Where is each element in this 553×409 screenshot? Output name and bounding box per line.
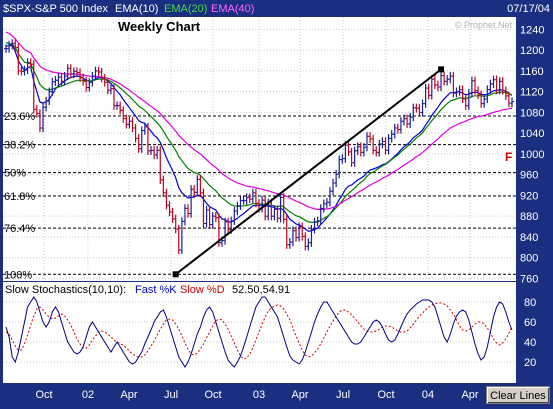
- price-tick-label: 1160: [520, 66, 544, 78]
- x-axis: Oct 02 Apr Jul Oct 03 Apr Jul Oct 04 Apr: [35, 389, 478, 401]
- ema-line-40: [5, 31, 513, 210]
- fast-k-legend: Fast %K: [135, 284, 177, 296]
- fib-label: 23.6%: [4, 111, 35, 123]
- x-tick-label: Jul: [336, 389, 350, 401]
- ema20-legend: EMA(20): [164, 3, 207, 15]
- stoch-tick-label: 60: [524, 317, 536, 329]
- trendline-end-handle[interactable]: [438, 66, 445, 73]
- x-tick-label: Oct: [377, 389, 394, 401]
- price-tick-label: 1000: [520, 149, 544, 161]
- trendline: [172, 66, 445, 278]
- stoch-panel: [3, 281, 516, 383]
- price-tick-label: 960: [520, 170, 538, 182]
- price-tick-label: 840: [520, 232, 538, 244]
- price-bars: [4, 39, 514, 255]
- x-tick-label: 02: [82, 389, 94, 401]
- fib-labels: 23.6% 38.2% 50% 61.8% 76.4% 100%: [4, 111, 35, 281]
- fib-label: 61.8%: [4, 191, 35, 203]
- x-tick-label: 04: [422, 389, 434, 401]
- price-y-axis: 760 800 840 880 920 960 1000 1040 1080 1120 1160 12…: [520, 24, 544, 285]
- price-tick-label: 800: [520, 253, 538, 265]
- price-tick-label: 1120: [520, 87, 544, 99]
- stoch-y-axis: 20 40 60 80: [524, 297, 536, 369]
- x-tick-label: Apr: [120, 389, 137, 401]
- fast-k-line: [5, 296, 513, 368]
- price-tick-label: 1240: [520, 24, 544, 36]
- price-tick-label: 920: [520, 190, 538, 202]
- x-tick-label: Jul: [164, 389, 178, 401]
- watermark: © Prophet.Net: [455, 20, 513, 30]
- price-tick-label: 1040: [520, 128, 544, 140]
- price-tick-label: 1200: [520, 45, 544, 57]
- ema10-legend: EMA(10): [115, 3, 158, 15]
- x-tick-label: Apr: [291, 389, 308, 401]
- chart-title: Weekly Chart: [118, 19, 201, 34]
- clear-lines-button[interactable]: Clear Lines: [486, 386, 550, 404]
- symbol-label: $SPX-S&P 500 Index: [3, 3, 108, 15]
- slow-d-legend: Slow %D: [180, 284, 225, 296]
- stoch-tick-label: 20: [524, 357, 536, 369]
- stoch-readout: 52.50,54.91: [232, 284, 290, 296]
- annotation-f: F: [505, 150, 512, 164]
- x-tick-label: 03: [253, 389, 265, 401]
- stoch-tick-label: 40: [524, 337, 536, 349]
- header-bar: [0, 0, 553, 16]
- x-tick-label: Apr: [461, 389, 478, 401]
- trendline-segment[interactable]: [175, 68, 442, 276]
- fib-label: 100%: [4, 269, 32, 281]
- ema40-legend: EMA(40): [211, 3, 254, 15]
- stoch-tick-label: 80: [524, 297, 536, 309]
- stoch-lines: [5, 296, 513, 368]
- fib-label: 38.2%: [4, 140, 35, 152]
- fib-label: 76.4%: [4, 223, 35, 235]
- date-label: 07/17/04: [507, 3, 550, 15]
- x-tick-label: Oct: [35, 389, 52, 401]
- x-tick-label: Oct: [204, 389, 221, 401]
- trendline-start-handle[interactable]: [172, 271, 179, 278]
- price-tick-label: 760: [520, 273, 538, 285]
- price-tick-label: 1080: [520, 107, 544, 119]
- fib-label: 50%: [4, 168, 26, 180]
- stoch-title: Slow Stochastics(10,10):: [5, 284, 126, 296]
- price-bar: [510, 97, 514, 108]
- price-tick-label: 880: [520, 211, 538, 223]
